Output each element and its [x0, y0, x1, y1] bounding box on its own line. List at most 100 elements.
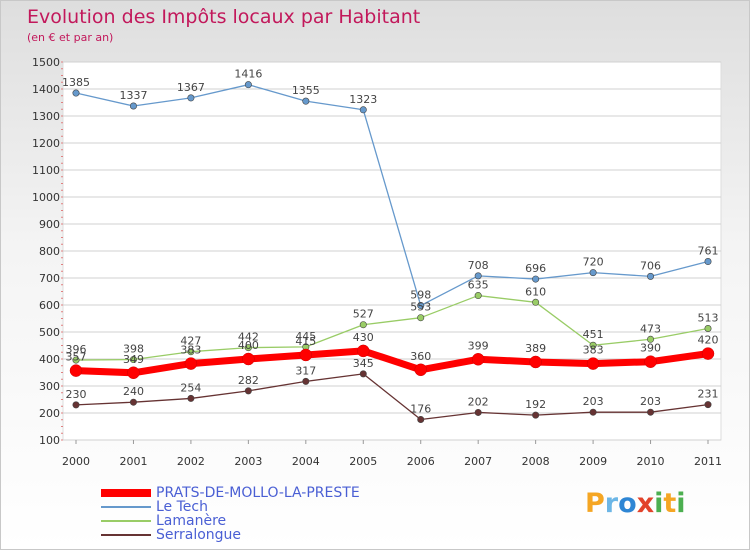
y-tick-label: 600 — [39, 299, 60, 312]
y-tick-label: 400 — [39, 353, 60, 366]
series-line — [75, 294, 709, 361]
data-label: 415 — [295, 335, 316, 348]
data-label: 240 — [123, 385, 144, 398]
data-point — [302, 377, 310, 385]
y-tick-label: 1300 — [32, 110, 60, 123]
series-line — [75, 373, 709, 421]
data-label: 527 — [353, 308, 374, 321]
brand-letter: P — [585, 488, 605, 519]
data-label: 345 — [353, 357, 374, 370]
data-label: 176 — [410, 402, 431, 415]
y-tick-label: 700 — [39, 272, 60, 285]
data-label: 383 — [583, 344, 604, 357]
data-point — [244, 387, 252, 395]
brand-letter: x — [636, 488, 655, 519]
data-label: 317 — [295, 364, 316, 377]
data-point — [644, 355, 657, 368]
legend-label: Le Tech — [156, 499, 208, 515]
legend-swatch — [101, 534, 151, 536]
data-point — [359, 106, 367, 114]
data-point — [532, 298, 540, 306]
x-tick-label: 2011 — [694, 455, 722, 468]
data-label: 1323 — [349, 93, 377, 106]
data-point — [244, 81, 252, 89]
data-label: 282 — [238, 374, 259, 387]
data-label: 383 — [180, 344, 201, 357]
y-tick-label: 100 — [39, 434, 60, 447]
legend-label: Lamanère — [156, 513, 227, 529]
y-tick-label: 900 — [39, 218, 60, 231]
brand-letter: t — [663, 488, 677, 519]
data-label: 389 — [525, 342, 546, 355]
legend-label: Serralongue — [156, 527, 242, 543]
data-label: 202 — [468, 395, 489, 408]
data-point — [359, 321, 367, 329]
data-label: 357 — [66, 351, 87, 364]
y-tick-label: 500 — [39, 326, 60, 339]
data-label: 203 — [583, 395, 604, 408]
data-label: 442 — [238, 331, 259, 344]
y-tick-label: 200 — [39, 407, 60, 420]
data-point — [704, 401, 712, 409]
x-tick-label: 2010 — [637, 455, 665, 468]
data-label: 696 — [525, 262, 546, 275]
x-tick-label: 2005 — [349, 455, 377, 468]
chart-subtitle: (en € et par an) — [27, 31, 114, 44]
data-point — [704, 258, 712, 266]
x-tick-label: 2006 — [407, 455, 435, 468]
data-point — [647, 408, 655, 416]
brand-letter: o — [618, 488, 637, 519]
data-label: 473 — [640, 322, 661, 335]
chart-title: Evolution des Impôts locaux par Habitant — [27, 6, 421, 28]
data-point — [299, 348, 313, 362]
data-label: 513 — [698, 311, 719, 324]
data-label: 203 — [640, 395, 661, 408]
y-tick-label: 300 — [39, 380, 60, 393]
data-point — [647, 335, 655, 343]
data-label: 254 — [180, 381, 201, 394]
data-label: 451 — [583, 328, 604, 341]
x-tick-label: 2007 — [464, 455, 492, 468]
legend-label: PRATS-DE-MOLLO-LA-PRESTE — [156, 485, 360, 501]
legend-swatch — [101, 520, 151, 522]
data-point — [532, 411, 540, 419]
data-label: 706 — [640, 259, 661, 272]
data-point — [357, 344, 370, 358]
data-point — [302, 97, 310, 105]
data-label: 635 — [468, 279, 489, 292]
data-point — [72, 89, 80, 97]
data-label: 720 — [583, 256, 604, 269]
data-point — [187, 348, 195, 356]
data-point — [474, 292, 482, 300]
data-point — [704, 324, 712, 332]
data-label: 420 — [698, 334, 719, 347]
brand-logo: Proxiti — [585, 488, 686, 519]
data-point — [72, 356, 80, 364]
data-label: 598 — [410, 289, 431, 302]
data-point — [586, 357, 600, 370]
legend-swatch — [101, 489, 151, 497]
data-label: 360 — [410, 350, 431, 363]
x-tick-label: 2004 — [292, 455, 320, 468]
data-point — [184, 357, 198, 370]
data-label: 1355 — [292, 84, 320, 97]
data-label: 400 — [238, 339, 259, 352]
data-label: 396 — [66, 343, 87, 356]
data-label: 231 — [698, 388, 719, 401]
data-point — [127, 366, 140, 380]
data-point — [417, 415, 425, 423]
data-point — [589, 408, 597, 416]
x-tick-label: 2002 — [177, 455, 205, 468]
data-point — [414, 363, 427, 377]
data-point — [471, 353, 485, 366]
x-tick-label: 2009 — [579, 455, 607, 468]
y-tick-label: 1400 — [32, 83, 60, 96]
data-point — [529, 355, 542, 369]
data-label: 553 — [410, 301, 431, 314]
data-label: 398 — [123, 343, 144, 356]
data-point — [701, 347, 715, 360]
brand-letter: i — [654, 488, 664, 519]
data-point — [187, 394, 195, 402]
data-label: 610 — [525, 285, 546, 298]
